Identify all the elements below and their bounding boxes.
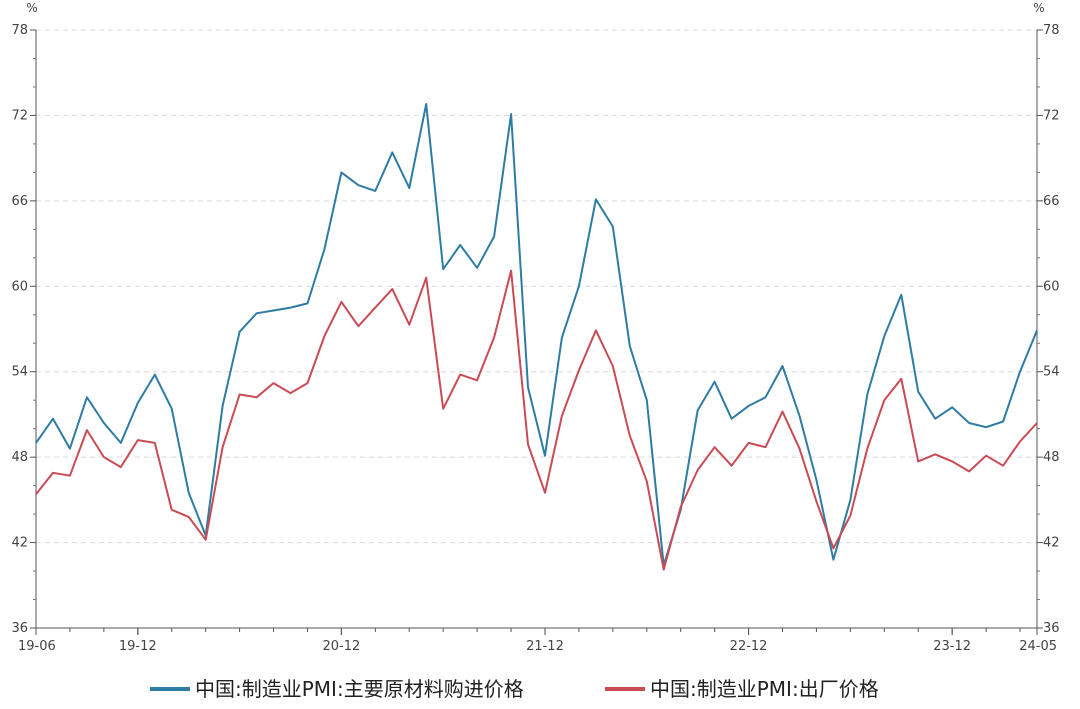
y-tick-label-right: 36 [1043,621,1060,636]
y-tick-label-right: 54 [1043,365,1060,380]
series-lines [35,103,1038,571]
y-tick-label-left: 42 [11,536,28,551]
x-tick-label: 21-12 [526,639,564,654]
axes: % % 36 36 42 42 48 48 54 54 60 60 66 66 72 72 78 78 19-06 1… [11,1,1059,654]
y-tick-label-left: 54 [11,365,28,380]
y-axis-left-unit: % [26,1,37,15]
series-line-1 [35,269,1038,571]
series-line-0 [35,103,1038,567]
x-tick-label: 19-06 [18,639,56,654]
y-tick-label-left: 36 [11,621,28,636]
x-tick-label: 22-12 [730,639,768,654]
y-tick-label-right: 48 [1043,450,1060,465]
grid-lines [36,29,1037,544]
y-axis-right-unit: % [1033,1,1044,15]
x-tick-label: 24-05 [1019,639,1057,654]
y-tick-label-right: 72 [1043,108,1060,123]
legend-label-raw-material-price: 中国:制造业PMI:主要原材料购进价格 [195,677,524,701]
x-tick-label: 20-12 [322,639,360,654]
y-tick-label-right: 42 [1043,536,1060,551]
y-tick-label-left: 48 [11,450,28,465]
y-tick-label-left: 66 [11,194,28,209]
legend-label-factory-price: 中国:制造业PMI:出厂价格 [650,677,879,701]
y-tick-label-left: 72 [11,108,28,123]
y-tick-label-right: 78 [1043,23,1060,38]
y-tick-label-left: 60 [11,279,28,294]
x-tick-label: 19-12 [119,639,157,654]
x-tick-label: 23-12 [933,639,971,654]
legend: 中国:制造业PMI:主要原材料购进价格 中国:制造业PMI:出厂价格 [150,677,879,701]
y-tick-label-left: 78 [11,23,28,38]
y-tick-label-right: 66 [1043,194,1060,209]
y-tick-label-right: 60 [1043,279,1060,294]
